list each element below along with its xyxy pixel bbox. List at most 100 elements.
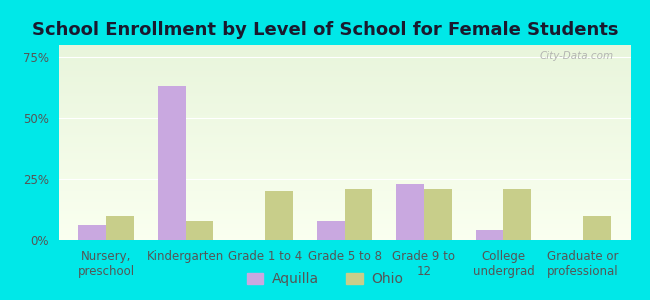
Bar [58,199,630,200]
Bar [58,93,630,94]
Bar [58,121,630,122]
Bar [58,86,630,87]
Bar [58,79,630,80]
Bar [58,203,630,204]
Bar [58,132,630,133]
Bar [58,232,630,233]
Bar [158,86,186,240]
Bar [58,174,630,175]
Bar [58,55,630,56]
Bar [58,184,630,185]
Bar [58,69,630,70]
Bar [58,208,630,209]
Bar [58,236,630,237]
Bar [58,167,630,168]
Bar [58,134,630,135]
Bar [58,144,630,145]
Bar [58,128,630,129]
Bar [58,160,630,161]
Bar [106,216,134,240]
Bar [58,187,630,188]
Bar [58,84,630,85]
Bar [58,75,630,76]
Bar [58,164,630,165]
Bar [58,66,630,68]
Bar [58,210,630,211]
Bar [58,189,630,190]
Bar [58,56,630,57]
Bar [58,185,630,186]
Bar [58,114,630,115]
Bar [58,46,630,47]
Bar [58,127,630,128]
Bar [58,153,630,154]
Bar [344,189,372,240]
Bar [58,51,630,52]
Bar [58,218,630,220]
Bar [58,214,630,215]
Bar [58,161,630,162]
Bar [58,85,630,86]
Bar [58,234,630,235]
Bar [58,162,630,163]
Bar [58,113,630,114]
Bar [58,206,630,207]
Bar [58,154,630,155]
Bar [58,209,630,210]
Bar [58,171,630,172]
Bar [58,202,630,203]
Bar [58,233,630,234]
Bar [58,194,630,195]
Bar [58,126,630,127]
Bar [58,181,630,182]
Bar [58,156,630,157]
Bar [58,109,630,110]
Bar [58,168,630,169]
Bar [58,125,630,126]
Bar [58,215,630,216]
Bar [58,183,630,184]
Bar [58,158,630,159]
Bar [58,172,630,173]
Bar [583,216,610,240]
Bar [58,239,630,240]
Bar [58,216,630,217]
Bar [317,220,345,240]
Bar [58,105,630,106]
Bar [58,157,630,158]
Bar [58,87,630,88]
Bar [58,60,630,61]
Bar [58,198,630,199]
Bar [58,224,630,225]
Bar [58,50,630,51]
Bar [58,82,630,83]
Bar [58,71,630,72]
Bar [58,226,630,227]
Bar [58,65,630,66]
Bar [58,77,630,78]
Bar [58,238,630,239]
Bar [424,189,452,240]
Bar [58,99,630,100]
Bar [58,64,630,65]
Bar [58,61,630,62]
Bar [58,104,630,105]
Bar [58,83,630,84]
Bar [58,221,630,222]
Bar [58,91,630,92]
Bar [58,228,630,229]
Bar [58,80,630,81]
Bar [58,152,630,153]
Bar [58,96,630,97]
Bar [58,112,630,113]
Bar [58,47,630,48]
Bar [58,191,630,192]
Bar [58,177,630,178]
Bar [58,150,630,151]
Bar [58,94,630,95]
Bar [58,170,630,171]
Bar [58,68,630,69]
Bar [58,129,630,130]
Legend: Aquilla, Ohio: Aquilla, Ohio [242,268,408,290]
Bar [58,200,630,201]
